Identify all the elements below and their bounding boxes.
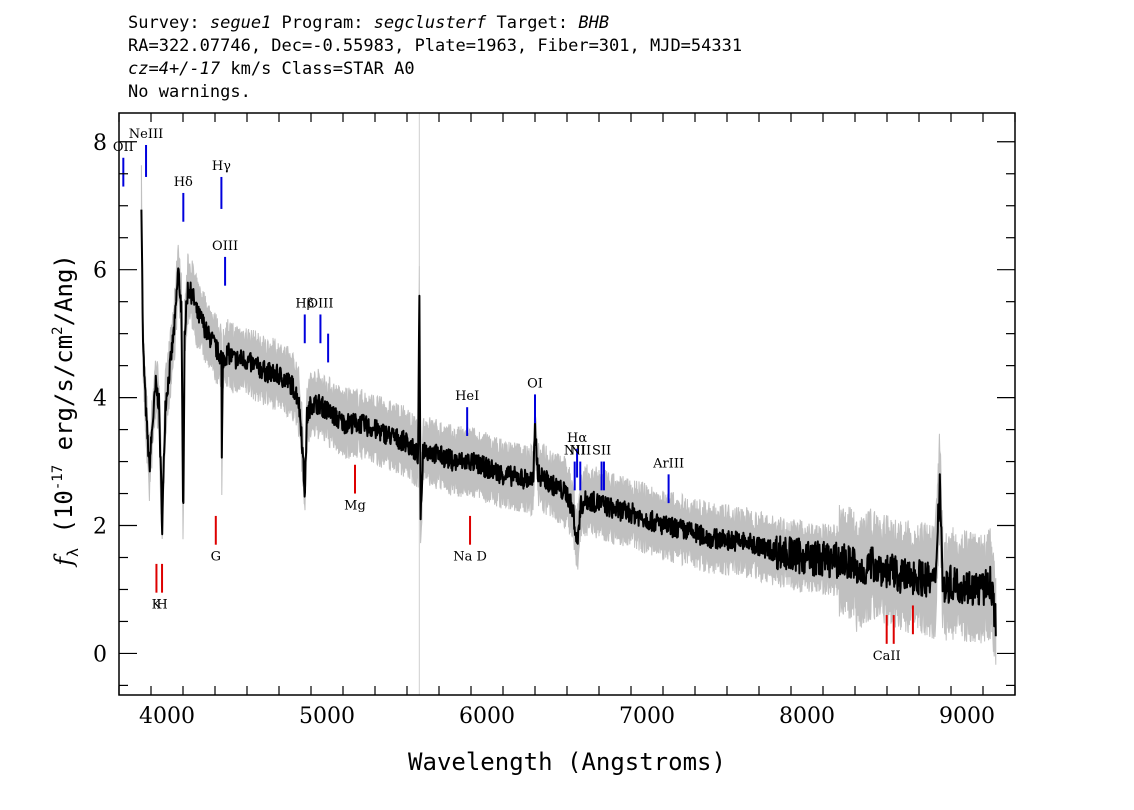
y-tick-label: 8	[93, 131, 107, 156]
line-marker-label: OIII	[307, 296, 333, 311]
x-tick-label: 7000	[619, 704, 675, 729]
target-value: BHB	[578, 13, 610, 33]
header-line-redshift: cz=4+/-17 km/s Class=STAR A0	[128, 58, 742, 81]
line-marker-label: NII	[564, 444, 586, 459]
error-band	[140, 113, 997, 695]
x-tick-label: 6000	[459, 704, 515, 729]
redshift-value: cz=4+/-17	[128, 59, 221, 79]
line-marker-label: OI	[527, 376, 543, 391]
line-marker-label: H	[156, 598, 167, 613]
y-axis-lambda: λ	[64, 548, 82, 557]
line-marker-label: Na D	[453, 550, 487, 565]
line-marker-label: K	[152, 598, 162, 613]
error-band-area	[140, 165, 997, 665]
line-marker-label: SII	[592, 444, 611, 459]
line-marker-label: G	[211, 550, 221, 565]
x-tick-label: 8000	[779, 704, 835, 729]
y-tick-label: 2	[93, 515, 107, 540]
line-marker-label: CaII	[873, 649, 901, 664]
y-tick-label: 6	[93, 259, 107, 284]
y-axis-sq: 2	[50, 326, 66, 334]
header-line-survey: Survey: segue1 Program: segclusterf Targ…	[128, 12, 742, 35]
y-axis-units-b: /Ang)	[50, 254, 78, 326]
y-axis-open: (10	[50, 490, 78, 548]
survey-label: Survey:	[128, 13, 210, 33]
survey-value: segue1	[209, 13, 272, 33]
line-marker-label: Hδ	[174, 175, 193, 190]
header-line-coordinates: RA=322.07746, Dec=-0.55983, Plate=1963, …	[128, 36, 743, 56]
x-tick-label: 5000	[299, 704, 355, 729]
spectrum-header: Survey: segue1 Program: segclusterf Targ…	[128, 12, 742, 104]
line-marker-label: Mg	[344, 499, 366, 514]
class-text: km/s Class=STAR A0	[220, 59, 415, 79]
line-marker-label: Hβ	[295, 296, 314, 311]
spectrum-line	[140, 209, 997, 637]
line-marker-label: OIII	[212, 239, 238, 254]
line-marker-label: NeIII	[129, 127, 163, 142]
target-label: Target:	[486, 13, 579, 33]
line-marker-label: Hγ	[212, 159, 231, 174]
line-marker-label: Hα	[567, 431, 587, 446]
y-axis-units-a: erg/s/cm	[50, 335, 78, 465]
y-axis-exp: -17	[50, 465, 66, 490]
y-tick-label: 4	[93, 387, 107, 412]
x-tick-label: 4000	[139, 704, 195, 729]
header-line-warnings: No warnings.	[128, 82, 251, 102]
y-tick-label: 0	[93, 642, 107, 667]
spectrum-series	[140, 209, 997, 637]
x-axis-title: Wavelength (Angstroms)	[408, 748, 726, 776]
line-marker-label: OII	[113, 140, 134, 155]
line-marker-label: ArIII	[652, 456, 684, 471]
y-axis-title: fλ (10-17 erg/s/cm2/Ang)	[50, 254, 82, 568]
program-label: Program:	[271, 13, 374, 33]
program-value: segclusterf	[373, 13, 487, 33]
axis-ticks: 4000 5000 6000 7000 8000 9000 0 2 4 6 8	[93, 113, 1016, 729]
line-marker-label: NII	[569, 444, 591, 459]
line-marker-label: HeI	[455, 389, 479, 404]
x-tick-label: 9000	[939, 704, 995, 729]
